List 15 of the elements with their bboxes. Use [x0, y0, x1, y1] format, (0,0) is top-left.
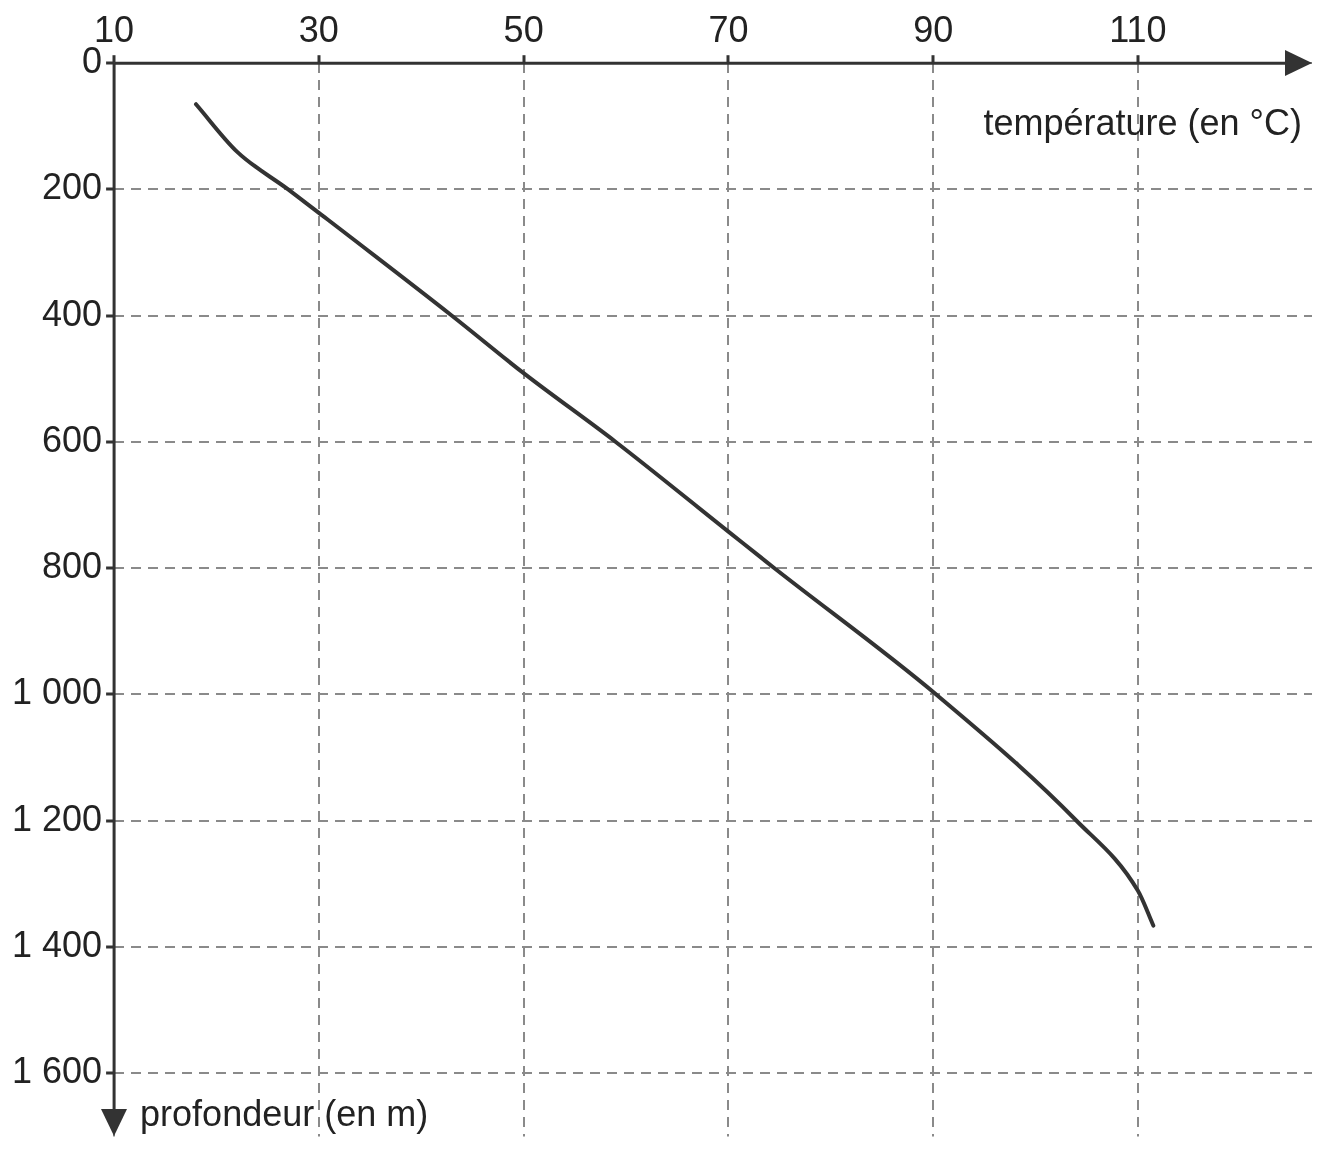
y-tick-label: 800 — [42, 545, 103, 587]
y-tick-label: 1 000 — [11, 671, 103, 713]
x-tick-label: 70 — [708, 8, 749, 50]
y-tick-label: 1 400 — [11, 923, 103, 965]
x-tick-label: 30 — [298, 8, 339, 50]
y-tick-label: 200 — [42, 166, 103, 208]
x-tick-label: 50 — [503, 8, 544, 50]
y-tick-label: 600 — [42, 418, 103, 460]
x-axis-title: température (en °C) — [983, 102, 1302, 144]
y-tick-label: 1 200 — [11, 797, 103, 839]
y-tick-label: 1 600 — [11, 1050, 103, 1092]
y-tick-label: 400 — [42, 292, 103, 334]
x-tick-label: 90 — [913, 8, 954, 50]
y-axis-title: profondeur (en m) — [140, 1093, 429, 1135]
x-tick-label: 110 — [1109, 8, 1167, 50]
